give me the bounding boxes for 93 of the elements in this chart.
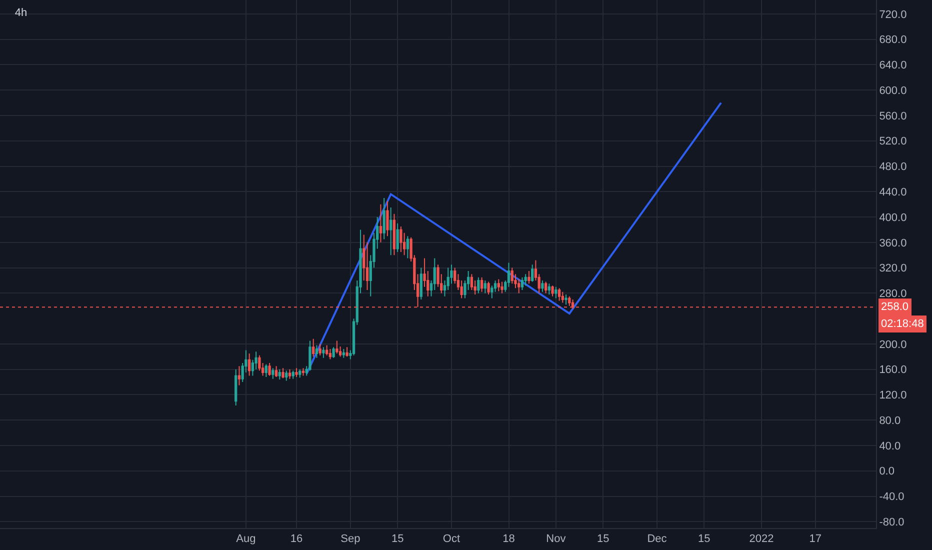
y-tick-label: 600.0 (879, 84, 907, 97)
y-tick-label: 40.0 (879, 440, 901, 452)
candlestick (487, 281, 490, 295)
y-tick-label: 680.0 (879, 34, 907, 46)
x-tick-label: Dec (647, 533, 668, 546)
ref-line-label: 258.0 (881, 301, 909, 313)
y-tick-label: 280.0 (879, 288, 907, 300)
text: 4h (14, 6, 28, 19)
candlestick (342, 348, 345, 358)
candlestick (554, 286, 558, 299)
candlestick (561, 291, 564, 304)
candlestick (470, 274, 474, 291)
y-tick-label: 720.0 (879, 8, 907, 21)
x-tick-label: Aug (236, 533, 256, 546)
candlestick (278, 368, 281, 380)
candlestick (558, 288, 561, 302)
candlestick (328, 348, 332, 360)
candlestick (390, 207, 392, 256)
candlestick (238, 366, 241, 386)
candlestick (477, 276, 480, 294)
candlestick (386, 200, 389, 237)
y-tick-label: 640.0 (879, 60, 907, 72)
candlestick (480, 276, 484, 292)
x-tick-label: 15 (596, 533, 610, 546)
x-tick-label: Nov (546, 533, 566, 546)
candlestick (318, 343, 322, 356)
text: 02:18:48 (881, 318, 924, 330)
candlestick (272, 368, 274, 380)
candlestick (420, 267, 422, 300)
candlestick (541, 280, 544, 292)
line-series (306, 102, 722, 375)
candlestick (288, 368, 292, 380)
y-tick-label: 320.0 (879, 262, 907, 275)
candlestick (484, 280, 486, 294)
candlestick (551, 285, 554, 297)
candlestick (268, 362, 271, 376)
x-tick-label: 17 (809, 533, 822, 546)
candlestick (315, 344, 318, 358)
candlestick (500, 281, 504, 294)
candlestick (234, 368, 238, 406)
candlestick (379, 204, 382, 243)
y-tick-label: 80.0 (879, 414, 901, 427)
y-tick-label: 120.0 (879, 390, 907, 402)
candlestick (497, 278, 500, 292)
x-tick-label: 18 (502, 533, 515, 546)
x-tick-label: 16 (290, 533, 303, 546)
candlestick (510, 267, 514, 284)
y-tick-label: 200.0 (879, 338, 907, 351)
candlestick (520, 276, 524, 291)
candlestick (524, 274, 527, 286)
candlestick (400, 226, 402, 252)
candlestick (346, 346, 348, 358)
candlestick (292, 370, 294, 380)
candlestick (295, 368, 298, 378)
y-tick-label: -40.0 (879, 491, 904, 504)
candlestick (264, 364, 268, 378)
candlestick (544, 281, 548, 294)
candlestick (564, 294, 568, 306)
candlestick (568, 296, 571, 306)
x-tick-label: 15 (698, 533, 710, 546)
y-tick-label: 160.0 (879, 364, 907, 376)
candlestick (325, 344, 328, 356)
candlestick (406, 236, 409, 259)
y-tick-label: 520.0 (879, 136, 907, 148)
candlestick (308, 340, 312, 372)
candlestick (528, 270, 530, 284)
x-tick-label: Oct (442, 533, 460, 546)
y-tick-label: 560.0 (879, 110, 907, 122)
candlestick (548, 283, 551, 295)
candlestick (392, 213, 396, 256)
candlestick (531, 264, 534, 282)
x-tick-label: Sep (340, 533, 360, 546)
y-tick-label: -80.0 (879, 516, 904, 528)
y-tick-label: 480.0 (879, 161, 907, 174)
candlestick (336, 340, 338, 354)
x-tick-label: 15 (391, 533, 404, 546)
candlestick (302, 368, 305, 376)
candlestick (248, 352, 251, 376)
candlestick (396, 222, 399, 252)
candlestick (322, 346, 325, 358)
candlestick (312, 338, 315, 358)
candlestick (332, 346, 335, 358)
y-tick-label: 440.0 (879, 186, 907, 198)
candlestick (282, 368, 284, 379)
candlestick (285, 370, 288, 382)
candlestick (258, 354, 261, 372)
y-tick-label: 360.0 (879, 237, 907, 250)
candlestick (298, 368, 302, 378)
x-tick-label: 2022 (749, 533, 774, 546)
y-tick-label: 0.0 (879, 466, 894, 478)
y-tick-label: 400.0 (879, 212, 907, 224)
candlestick (382, 198, 386, 240)
candlestick (274, 366, 278, 378)
